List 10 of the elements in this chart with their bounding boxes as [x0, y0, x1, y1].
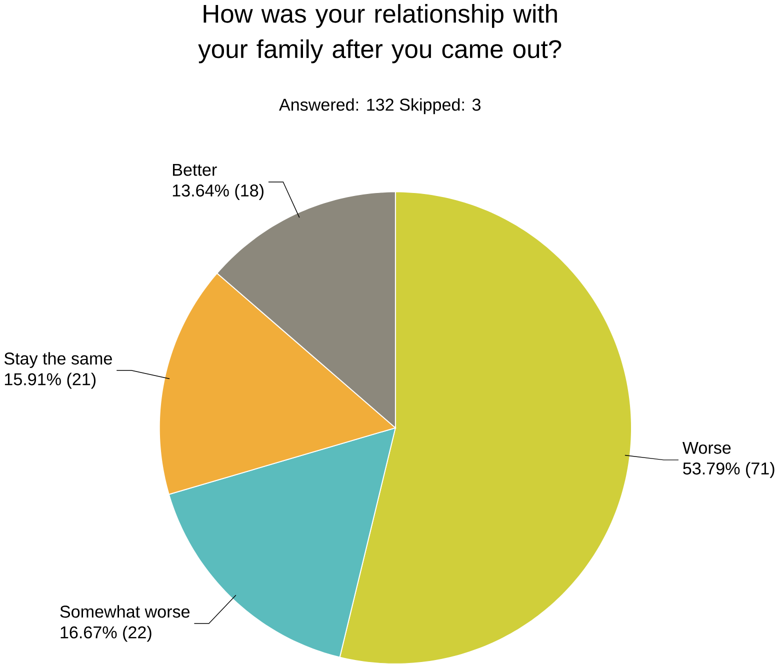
data-label: 53.79% (71) [683, 462, 774, 478]
chart-title: How was your relationship with your family after you came out? [198, 4, 562, 64]
slice-label: Stay the same [4, 352, 112, 368]
slice-label: Somewhat worse [60, 604, 190, 618]
data-label: 16.67% (22) [60, 626, 152, 642]
data-label: 13.64% (18) [172, 184, 264, 200]
slice-label: Worse [682, 442, 731, 454]
slice-label: Better [173, 164, 217, 176]
chart-subtitle: Answered: 132 Skipped: 3 [279, 98, 481, 114]
data-label: 15.91% (21) [4, 372, 96, 388]
